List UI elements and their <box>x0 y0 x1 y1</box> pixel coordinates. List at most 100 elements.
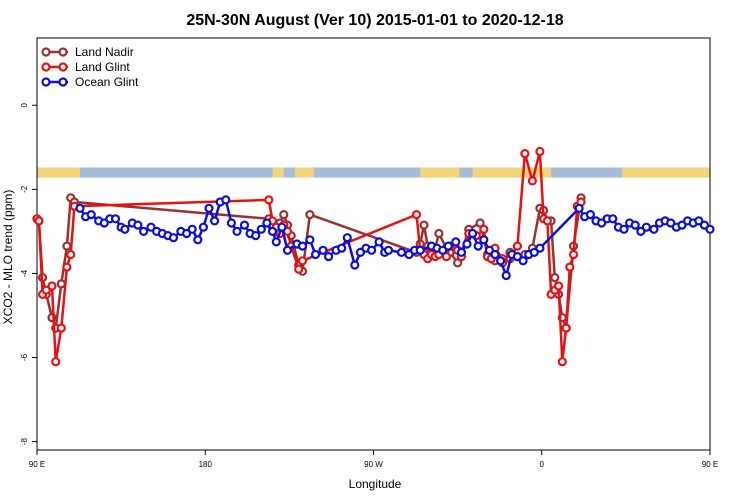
data-point-ocean-glint <box>705 224 715 234</box>
data-point-land-glint <box>520 149 530 159</box>
data-point-land-glint <box>47 281 57 291</box>
data-point-ocean-glint <box>350 260 360 270</box>
data-point-ocean-glint <box>324 252 334 262</box>
legend-label-land-nadir: Land Nadir <box>75 45 134 59</box>
data-point-ocean-glint <box>649 224 659 234</box>
map-strip <box>37 167 710 178</box>
data-point-ocean-glint <box>535 243 545 253</box>
data-point-ocean-glint <box>473 241 483 251</box>
plot-frame <box>36 37 711 451</box>
data-point-ocean-glint <box>262 218 272 228</box>
data-point-land-nadir <box>56 279 66 289</box>
data-point-ocean-glint <box>305 235 315 245</box>
data-point-ocean-glint <box>210 216 220 226</box>
data-point-ocean-glint <box>86 210 96 220</box>
series-layer <box>32 146 715 367</box>
x-tick-label: 0 <box>540 460 545 469</box>
map-land-segment <box>622 167 710 178</box>
x-tick-label: 90 E <box>702 460 718 469</box>
x-tick-label: 90 W <box>364 460 383 469</box>
data-point-ocean-glint <box>256 224 266 234</box>
data-point-ocean-glint <box>232 226 242 236</box>
y-axis: 0 -2 -4 -6 -8 <box>20 102 37 445</box>
data-point-land-glint <box>56 323 66 333</box>
legend-marker-land-nadir <box>41 47 51 57</box>
y-tick-label: -2 <box>20 185 29 193</box>
data-point-land-glint <box>41 285 51 295</box>
data-point-ocean-glint <box>415 245 425 255</box>
data-point-land-glint <box>34 216 44 226</box>
data-point-ocean-glint <box>204 203 214 213</box>
data-point-land-glint <box>568 249 579 260</box>
map-ocean <box>37 167 710 178</box>
data-point-ocean-glint <box>451 237 461 247</box>
x-tick-label: 90 E <box>29 460 45 469</box>
data-point-land-glint <box>565 262 575 272</box>
data-point-land-glint <box>557 357 567 367</box>
chart-title: 25N-30N August (Ver 10) 2015-01-01 to 20… <box>186 12 563 29</box>
x-tick-label: 180 <box>199 460 213 469</box>
data-point-land-glint <box>512 241 523 251</box>
data-point-ocean-glint <box>187 224 197 234</box>
y-tick-label: -6 <box>20 353 29 361</box>
x-axis: 90 E 180 90 W 0 90 E <box>29 450 718 469</box>
data-point-ocean-glint <box>443 241 453 251</box>
legend-marker-land-glint <box>41 62 51 72</box>
x-axis-label: Longitude <box>349 477 402 491</box>
data-point-ocean-glint <box>193 235 203 245</box>
data-point-ocean-glint <box>282 245 293 255</box>
legend-marker-land-nadir <box>58 47 68 57</box>
data-point-ocean-glint <box>133 220 143 230</box>
data-point-ocean-glint <box>120 224 130 234</box>
y-tick-label: -8 <box>20 437 29 445</box>
data-point-ocean-glint <box>342 233 352 243</box>
data-point-land-glint <box>297 256 308 266</box>
data-point-ocean-glint <box>251 231 261 241</box>
legend-marker-ocean-glint <box>58 77 68 87</box>
data-point-ocean-glint <box>139 226 149 236</box>
data-point-ocean-glint <box>374 237 384 247</box>
data-point-ocean-glint <box>221 195 231 205</box>
data-point-land-glint <box>542 216 553 226</box>
map-land-segment <box>37 167 80 178</box>
data-point-ocean-glint <box>468 228 478 239</box>
data-point-land-nadir <box>419 220 429 230</box>
data-point-land-nadir <box>305 210 315 220</box>
data-point-land-glint <box>62 262 72 272</box>
data-point-ocean-glint <box>619 224 629 234</box>
legend-label-ocean-glint: Ocean Glint <box>75 75 139 89</box>
data-point-land-glint <box>561 323 571 333</box>
y-tick-label: -4 <box>20 269 29 277</box>
legend-marker-land-glint <box>58 62 68 72</box>
data-point-land-nadir <box>453 258 463 268</box>
y-tick-label: 0 <box>20 102 29 107</box>
data-point-ocean-glint <box>512 252 523 262</box>
data-point-land-glint <box>441 252 451 262</box>
data-point-ocean-glint <box>277 222 287 232</box>
map-land-segment <box>272 167 284 178</box>
data-point-ocean-glint <box>318 245 328 255</box>
data-point-land-glint <box>411 210 422 220</box>
data-point-ocean-glint <box>501 270 511 281</box>
data-point-ocean-glint <box>297 241 308 251</box>
data-point-ocean-glint <box>396 247 407 257</box>
data-point-ocean-glint <box>608 214 618 224</box>
data-point-ocean-glint <box>585 210 596 220</box>
data-point-ocean-glint <box>666 218 676 228</box>
data-point-land-glint <box>66 249 76 260</box>
map-land-segment <box>294 167 314 178</box>
data-point-ocean-glint <box>462 239 472 249</box>
data-point-ocean-glint <box>479 235 489 245</box>
data-point-ocean-glint <box>239 220 250 230</box>
data-point-ocean-glint <box>490 249 500 260</box>
data-point-ocean-glint <box>110 214 121 224</box>
data-point-land-nadir <box>434 228 444 239</box>
data-point-ocean-glint <box>75 203 85 213</box>
data-point-ocean-glint <box>641 222 652 232</box>
data-point-land-nadir <box>279 210 289 220</box>
data-point-ocean-glint <box>367 245 377 255</box>
data-point-ocean-glint <box>518 256 528 266</box>
legend-marker-ocean-glint <box>41 77 51 87</box>
data-point-land-glint <box>51 357 61 367</box>
data-point-land-glint <box>264 195 274 205</box>
